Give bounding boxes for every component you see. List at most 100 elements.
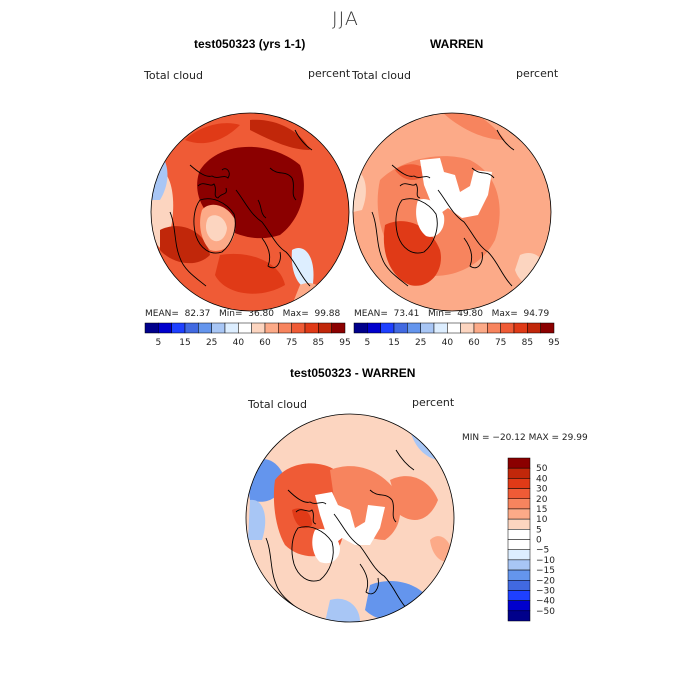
colorbar-diff-swatch xyxy=(507,467,531,479)
colorbar-model-swatch xyxy=(291,322,306,334)
colorbar-diff-tick-label: 30 xyxy=(536,485,548,495)
panel1-variable: Total cloud xyxy=(144,69,203,82)
colorbar-model-tick-label: 85 xyxy=(313,338,324,348)
colorbar-obs-swatch xyxy=(393,322,408,334)
map-border-model xyxy=(150,112,350,312)
colorbar-diff-tick-label: −10 xyxy=(536,556,555,566)
colorbar-diff-tick-label: 0 xyxy=(536,536,542,546)
panel2-units: percent xyxy=(516,67,559,80)
colorbar-diff-tick-label: 5 xyxy=(536,525,542,535)
colorbar-model-swatch xyxy=(318,322,332,334)
colorbar-model-swatch xyxy=(158,322,172,334)
panel1-stats: MEAN= 82.37 Min= 36.80 Max= 99.88 xyxy=(145,309,341,319)
colorbar-model-swatch xyxy=(331,322,346,334)
panel3-title: test050323 - WARREN xyxy=(290,366,416,380)
colorbar-diff-swatch xyxy=(507,457,531,469)
colorbar-model-swatch xyxy=(238,322,252,334)
colorbar-model-swatch xyxy=(198,322,212,334)
panel1-units: percent xyxy=(308,67,351,80)
colorbar-model-swatch xyxy=(171,322,186,334)
colorbar-diff-swatch xyxy=(507,508,531,520)
colorbar-obs-swatch xyxy=(540,322,555,334)
colorbar-diff-swatch xyxy=(507,529,531,540)
colorbar-obs-tick-label: 15 xyxy=(388,338,399,348)
colorbar-obs-tick-label: 75 xyxy=(495,338,506,348)
colorbar-obs-tick-label: 60 xyxy=(468,338,480,348)
colorbar-obs-tick-label: 85 xyxy=(522,338,533,348)
colorbar-obs-tick-label: 40 xyxy=(442,338,454,348)
colorbar-diff-tick-label: 10 xyxy=(536,515,548,525)
colorbar-diff-tick-label: −20 xyxy=(536,576,555,586)
colorbar-diff-swatch xyxy=(507,600,531,612)
colorbar-model-tick-label: 40 xyxy=(233,338,245,348)
colorbar-model-swatch xyxy=(278,322,292,334)
colorbar-obs-swatch xyxy=(527,322,541,334)
colorbar-diff-swatch xyxy=(507,580,531,591)
colorbar-obs-swatch xyxy=(473,322,488,334)
colorbar-obs-swatch xyxy=(447,322,461,334)
colorbar-diff-swatch xyxy=(507,590,531,601)
colorbar-diff-tick-label: 40 xyxy=(536,474,548,484)
colorbar-diff-tick-label: −40 xyxy=(536,597,555,607)
colorbar-obs-swatch xyxy=(500,322,515,334)
colorbar-diff-swatch xyxy=(507,518,531,530)
colorbar-obs-tick-label: 95 xyxy=(548,338,559,348)
colorbar-obs-swatch xyxy=(420,322,435,334)
panel3-variable: Total cloud xyxy=(248,398,307,411)
panel2-title: WARREN xyxy=(430,37,484,51)
colorbar-model-tick-label: 95 xyxy=(339,338,350,348)
colorbar-obs-tick-label: 5 xyxy=(364,338,370,348)
colorbar-diff-swatch xyxy=(507,559,531,571)
colorbar-model-swatch xyxy=(184,322,199,334)
colorbar-diff-swatch xyxy=(507,478,531,489)
colorbar-model-tick-label: 75 xyxy=(286,338,297,348)
colorbar-model-swatch xyxy=(264,322,279,334)
colorbar-model-tick-label: 60 xyxy=(259,338,271,348)
coastlines-model xyxy=(169,129,313,287)
colorbar-diff-tick-label: −5 xyxy=(536,546,549,556)
map-panel-diff xyxy=(246,414,454,622)
map-panel-model xyxy=(151,113,349,311)
map-border-obs xyxy=(352,112,552,312)
panel2-stats: MEAN= 73.41 Min= 49.80 Max= 94.79 xyxy=(354,309,550,319)
colorbar-obs-swatch xyxy=(367,322,381,334)
colorbar-diff-tick-label: −50 xyxy=(536,607,555,617)
map-panel-obs xyxy=(353,113,551,311)
panel3-stats: MIN = −20.12 MAX = 29.99 xyxy=(462,433,588,443)
colorbar-diff-swatch xyxy=(507,610,531,622)
colorbar-obs-swatch xyxy=(380,322,395,334)
map-border-diff xyxy=(245,413,455,623)
coastlines-obs xyxy=(371,129,515,287)
colorbar-model-tick-label: 25 xyxy=(206,338,217,348)
colorbar-diff-tick-label: −15 xyxy=(536,566,555,576)
colorbar-model-tick-label: 15 xyxy=(179,338,190,348)
colorbar-diff-swatch xyxy=(507,569,531,581)
colorbar-model: 5 15 25 40 60 75 85 95 xyxy=(144,322,351,348)
panel1-title: test050323 (yrs 1-1) xyxy=(194,37,306,51)
panel3-units: percent xyxy=(412,396,455,409)
colorbar-model-swatch xyxy=(211,322,226,334)
colorbar-diff-tick-label: 20 xyxy=(536,495,548,505)
season-title: JJA xyxy=(332,8,359,30)
colorbar-diff-swatch xyxy=(507,498,531,510)
colorbar-diff-tick-label: 50 xyxy=(536,464,548,474)
colorbar-diff-swatch xyxy=(507,549,531,561)
colorbar-model-swatch xyxy=(251,322,266,334)
colorbar-obs-swatch xyxy=(407,322,421,334)
colorbar-obs-tick-label: 25 xyxy=(415,338,426,348)
colorbar-diff-swatch xyxy=(507,488,531,499)
colorbar-obs: 5 15 25 40 60 75 85 95 xyxy=(353,322,560,348)
colorbar-diff-swatch xyxy=(507,539,531,550)
colorbar-obs-swatch xyxy=(513,322,528,334)
colorbar-model-swatch xyxy=(304,322,319,334)
colorbar-diff-tick-label: −30 xyxy=(536,586,555,596)
colorbar-model-tick-label: 5 xyxy=(155,338,161,348)
panel2-variable: Total cloud xyxy=(352,69,411,82)
colorbar-diff-tick-label: 15 xyxy=(536,505,547,515)
colorbar-obs-swatch xyxy=(353,322,368,334)
colorbar-obs-swatch xyxy=(460,322,475,334)
colorbar-model-swatch xyxy=(144,322,159,334)
